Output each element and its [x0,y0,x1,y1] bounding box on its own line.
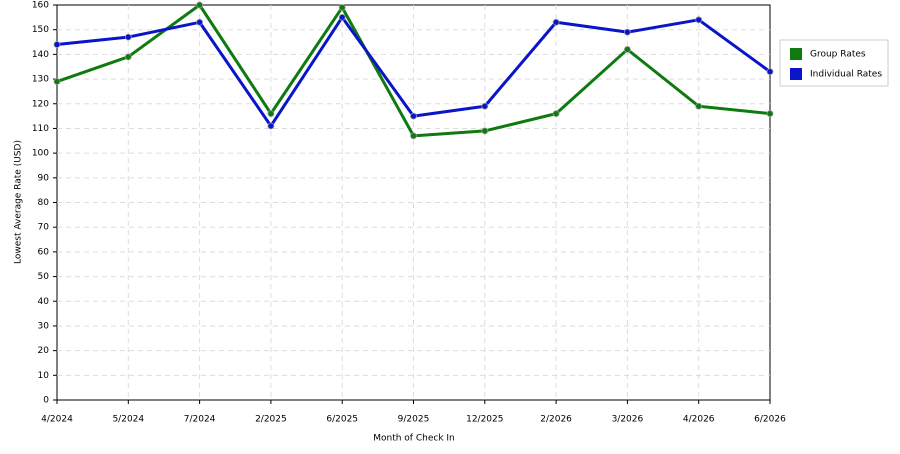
y-tick-label: 110 [32,124,49,134]
y-tick-label: 20 [38,346,50,356]
point [196,18,204,26]
x-tick-label: 4/2026 [683,415,715,425]
y-tick-label: 150 [32,25,49,35]
legend-label: Individual Rates [810,70,882,80]
point [481,102,489,110]
point [766,68,774,76]
point [695,16,703,24]
point [124,53,132,61]
point [481,127,489,135]
point [624,46,631,53]
y-tick-label: 140 [32,50,49,60]
x-tick-label: 2/2025 [255,415,287,425]
point [196,1,204,9]
x-tick-label: 6/2026 [754,415,786,425]
x-axis-title: Month of Check In [373,434,455,444]
y-tick-label: 80 [38,198,50,208]
legend-label: Group Rates [810,50,866,60]
point [552,110,560,118]
legend-swatch [790,48,802,60]
point [624,28,631,36]
point [338,4,346,11]
y-tick-label: 0 [43,396,49,406]
x-tick-label: 7/2024 [184,415,216,425]
point [410,112,417,120]
y-tick-label: 120 [32,99,49,109]
x-tick-label: 6/2025 [326,415,358,425]
y-tick-label: 100 [32,149,49,159]
x-tick-label: 2/2026 [540,415,572,425]
point [338,13,346,21]
x-tick-label: 12/2025 [466,415,503,425]
point [267,122,275,130]
point [552,18,560,26]
point [124,33,132,41]
y-tick-label: 30 [38,321,50,331]
y-tick-label: 130 [32,75,49,85]
point [766,110,774,118]
y-tick-label: 90 [38,173,50,183]
y-tick-label: 40 [38,297,50,307]
point [410,132,417,140]
x-tick-label: 5/2024 [112,415,144,425]
x-tick-label: 3/2026 [612,415,644,425]
y-axis-title: Lowest Average Rate (USD) [14,140,24,264]
x-tick-label: 4/2024 [41,415,73,425]
y-tick-label: 60 [38,247,50,257]
legend-swatch [790,68,802,80]
point [53,41,61,48]
point [695,102,703,110]
y-tick-label: 70 [38,223,50,233]
y-tick-label: 10 [38,371,50,381]
point [267,110,275,118]
x-tick-label: 9/2025 [398,415,430,425]
y-tick-label: 50 [38,272,50,282]
point [53,78,61,85]
y-tick-label: 160 [32,1,49,11]
